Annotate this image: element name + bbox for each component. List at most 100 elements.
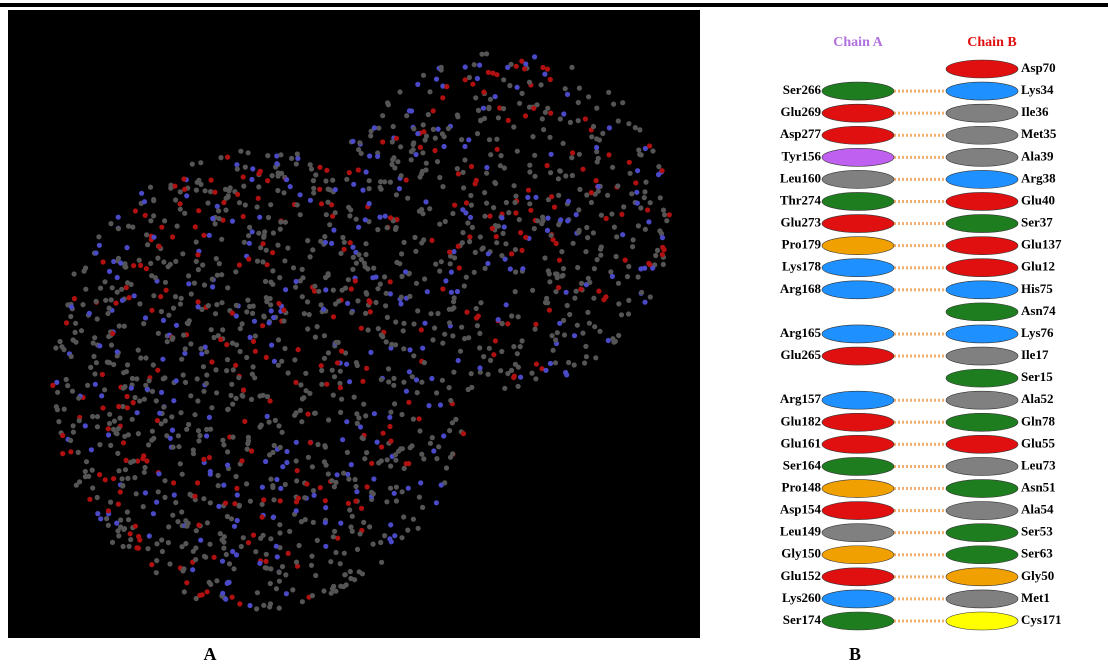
residue-a-label: Asp277 <box>780 126 822 141</box>
atom <box>647 143 652 148</box>
atom <box>556 222 561 227</box>
atom <box>499 253 504 258</box>
atom <box>115 451 120 456</box>
atom <box>401 346 406 351</box>
atom <box>388 279 393 284</box>
atom <box>338 369 343 374</box>
atom <box>68 449 73 454</box>
atom <box>79 328 84 333</box>
residue-b <box>946 126 1018 144</box>
atom <box>412 235 417 240</box>
atom <box>436 127 441 132</box>
atom <box>171 306 176 311</box>
atom <box>249 397 254 402</box>
atom <box>142 199 147 204</box>
atom <box>149 308 154 313</box>
atom <box>349 310 354 315</box>
atom <box>592 266 597 271</box>
atom <box>286 551 291 556</box>
atom <box>485 261 490 266</box>
atom <box>148 185 153 190</box>
residue-b <box>946 457 1018 475</box>
atom <box>201 389 206 394</box>
residue-b <box>946 413 1018 431</box>
atom <box>284 449 289 454</box>
atom <box>97 472 102 477</box>
atom <box>174 323 179 328</box>
atom <box>93 382 98 387</box>
atom <box>467 234 472 239</box>
atom <box>421 129 426 134</box>
residue-a-label: Ser266 <box>783 82 822 97</box>
atom <box>170 337 175 342</box>
atom <box>626 264 631 269</box>
atom <box>213 311 218 316</box>
residue-a-label: Glu265 <box>781 347 822 362</box>
atom <box>68 314 73 319</box>
atom <box>637 152 642 157</box>
atom <box>407 347 412 352</box>
atom <box>388 486 393 491</box>
atom <box>188 393 193 398</box>
atom <box>156 331 161 336</box>
atom <box>186 422 191 427</box>
atom <box>274 161 279 166</box>
atom <box>473 95 478 100</box>
atom <box>340 437 345 442</box>
atom <box>118 261 123 266</box>
atom <box>357 140 362 145</box>
atom <box>479 52 484 57</box>
atom <box>417 428 422 433</box>
atom <box>520 91 525 96</box>
atom <box>469 371 474 376</box>
residue-b <box>946 192 1018 210</box>
atom <box>174 378 179 383</box>
atom <box>496 115 501 120</box>
atom <box>576 100 581 105</box>
atom <box>326 350 331 355</box>
atom <box>131 263 136 268</box>
atom <box>313 335 318 340</box>
atom <box>284 460 289 465</box>
atom <box>136 546 141 551</box>
atom <box>375 440 380 445</box>
atom <box>565 303 570 308</box>
atom <box>468 215 473 220</box>
atom <box>520 338 525 343</box>
atom <box>241 214 246 219</box>
atom <box>516 365 521 370</box>
atom <box>237 601 242 606</box>
atom <box>323 178 328 183</box>
atom <box>95 424 100 429</box>
atom <box>242 240 247 245</box>
atom <box>616 333 621 338</box>
residue-b-label: Asp70 <box>1021 60 1056 75</box>
atom <box>269 343 274 348</box>
atom <box>298 382 303 387</box>
atom <box>271 515 276 520</box>
atom <box>639 290 644 295</box>
atom <box>594 178 599 183</box>
atom <box>517 101 522 106</box>
atom <box>577 86 582 91</box>
atom <box>429 376 434 381</box>
atom <box>609 211 614 216</box>
atom <box>340 235 345 240</box>
atom <box>447 250 452 255</box>
atom <box>491 205 496 210</box>
atom <box>240 393 245 398</box>
atom <box>532 174 537 179</box>
atom <box>115 349 120 354</box>
atom <box>591 296 596 301</box>
atom <box>324 212 329 217</box>
residue-b-label: Glu55 <box>1021 435 1055 450</box>
atom <box>122 434 127 439</box>
atom <box>450 333 455 338</box>
atom <box>532 226 537 231</box>
atom <box>248 499 253 504</box>
atom <box>372 411 377 416</box>
atom <box>459 325 464 330</box>
atom <box>306 455 311 460</box>
atom <box>73 321 78 326</box>
atom <box>249 177 254 182</box>
